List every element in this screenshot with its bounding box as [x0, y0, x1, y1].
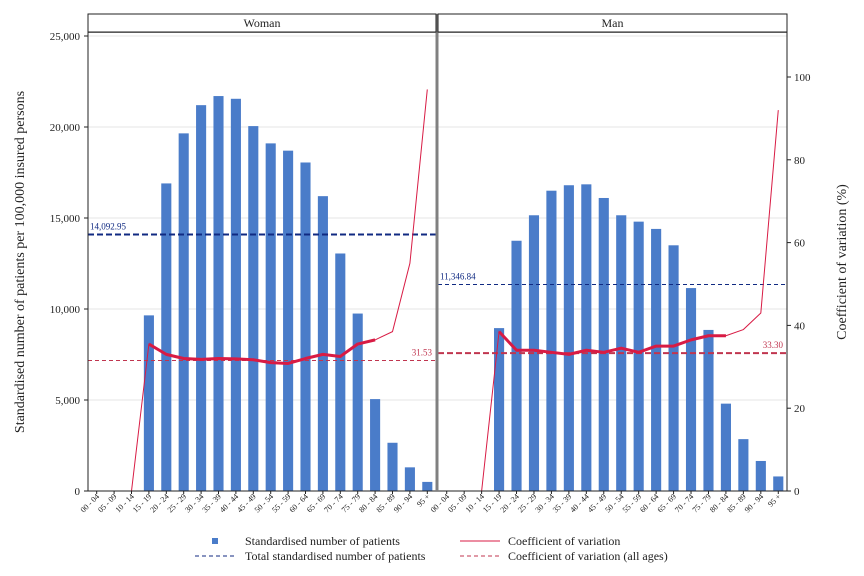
legend-label: Coefficient of variation	[508, 534, 620, 548]
bar	[352, 313, 363, 491]
right-axis: 0 20 40 60 80 100	[787, 72, 811, 498]
bar	[317, 196, 328, 491]
reference-lines: 14,092.95 31.53 11,346.84 33.30	[88, 222, 787, 361]
right-tick-label: 20	[794, 403, 806, 415]
left-axis: 0 5,000 10,000 15,000 20,000 25,000	[50, 31, 88, 498]
bar	[335, 253, 346, 491]
right-tick-label: 80	[794, 155, 806, 167]
right-tick-label: 60	[794, 238, 806, 250]
bar	[581, 184, 592, 491]
bar	[387, 442, 398, 491]
bar	[248, 126, 259, 491]
legend: Standardised number of patients Coefficie…	[195, 534, 668, 563]
total-patients-label: 11,346.84	[440, 271, 476, 281]
gridlines	[88, 35, 787, 401]
bar	[546, 190, 557, 491]
bar	[143, 315, 154, 491]
cv-all-ages-label: 31.53	[412, 347, 433, 357]
bar	[738, 439, 749, 491]
bar	[563, 185, 574, 492]
bar	[598, 197, 609, 492]
left-tick-label: 5,000	[55, 395, 80, 407]
right-tick-label: 40	[794, 320, 806, 332]
bar	[494, 328, 505, 491]
cv-lines	[96, 89, 779, 492]
bar	[178, 133, 189, 491]
bar	[230, 98, 241, 491]
right-tick-label: 100	[794, 72, 811, 84]
bar	[161, 183, 172, 492]
bar	[685, 288, 697, 491]
panel-headers: Woman Man	[87, 13, 788, 33]
bar	[370, 399, 381, 491]
total-patients-label: 14,092.95	[90, 222, 127, 232]
bar	[283, 150, 294, 491]
right-axis-title: Coefficient of variation (%)	[835, 184, 850, 340]
cv-line-highlight	[148, 338, 376, 365]
bar	[213, 96, 224, 491]
bar	[720, 403, 731, 491]
bar	[633, 221, 644, 491]
legend-label: Standardised number of patients	[245, 534, 400, 548]
panel-header	[437, 13, 788, 33]
bar	[703, 329, 714, 491]
bar	[511, 240, 522, 491]
cv-line-highlight	[497, 330, 726, 356]
bar	[651, 228, 662, 492]
bar	[404, 467, 415, 491]
panel-header	[87, 13, 437, 33]
bar	[668, 245, 679, 491]
panel-title: Woman	[243, 16, 280, 30]
left-tick-label: 20,000	[50, 122, 81, 134]
legend-label: Coefficient of variation (all ages)	[508, 549, 668, 563]
left-tick-label: 10,000	[50, 304, 81, 316]
left-axis-title: Standardised number of patients per 100,…	[13, 91, 28, 433]
cv-all-ages-label: 33.30	[763, 340, 784, 350]
legend-label: Total standardised number of patients	[245, 549, 426, 563]
legend-swatch-bar	[212, 538, 218, 544]
bars	[143, 96, 784, 492]
bar	[773, 476, 784, 491]
bar	[265, 143, 276, 491]
bar	[422, 481, 433, 491]
left-tick-label: 0	[75, 486, 81, 498]
bar	[196, 105, 207, 491]
panel-title: Man	[602, 16, 624, 30]
bar	[755, 460, 766, 491]
right-tick-label: 0	[794, 486, 800, 498]
left-tick-label: 25,000	[50, 31, 81, 43]
left-tick-label: 15,000	[50, 213, 81, 225]
bar	[300, 162, 311, 492]
